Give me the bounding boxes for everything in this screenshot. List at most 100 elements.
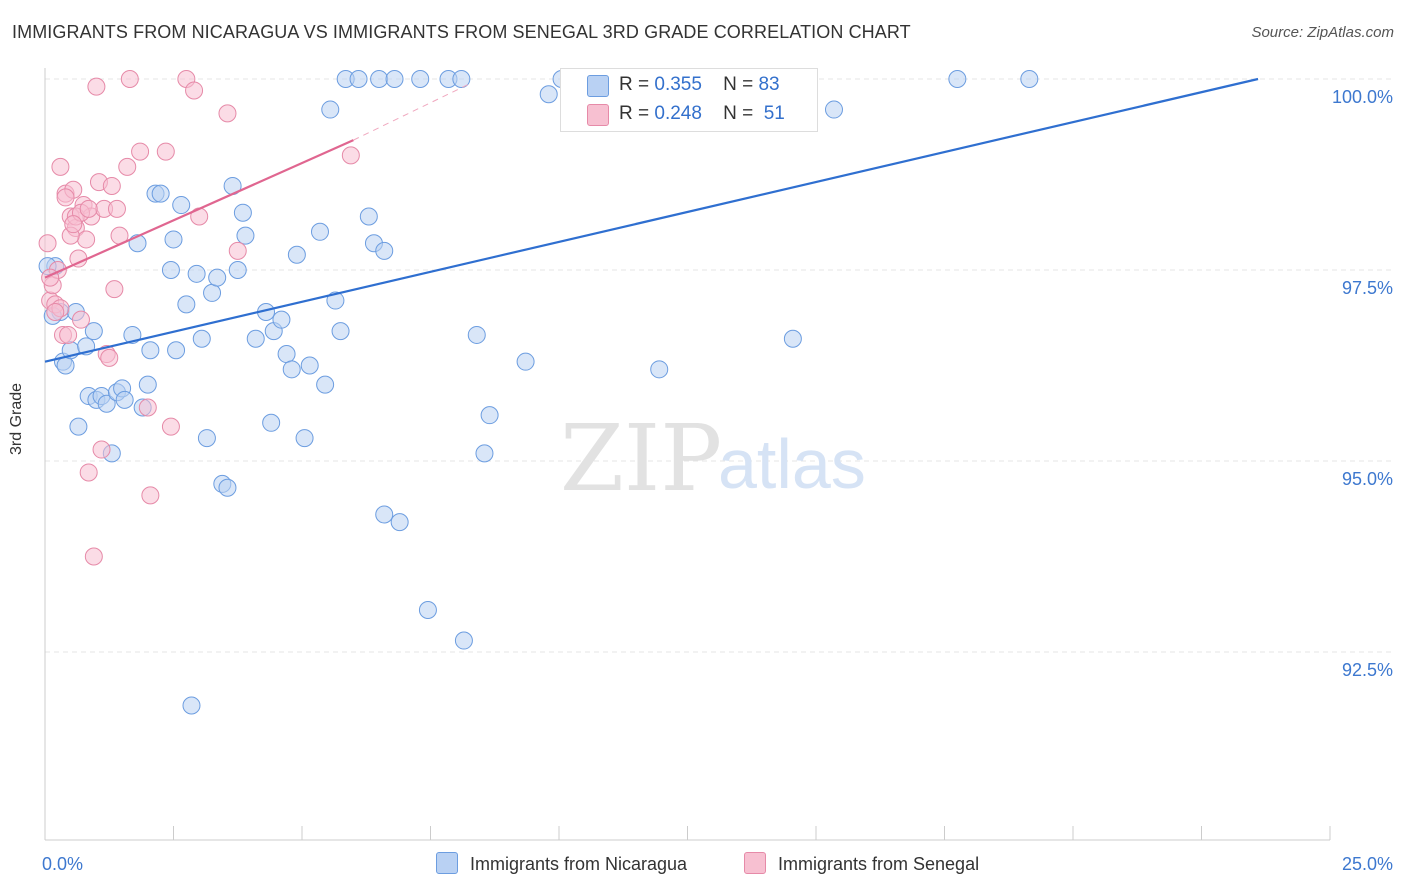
point-nicaragua [177, 295, 196, 314]
point-nicaragua [138, 375, 157, 394]
point-senegal [84, 547, 103, 566]
bottom-legend-nicaragua-label: Immigrants from Nicaragua [470, 854, 688, 874]
point-nicaragua [115, 390, 134, 409]
point-nicaragua [475, 444, 494, 463]
point-nicaragua [164, 230, 183, 249]
bottom-swatch-senegal [744, 852, 766, 874]
point-nicaragua [321, 100, 340, 119]
point-senegal [185, 81, 204, 100]
point-nicaragua [56, 356, 75, 375]
point-senegal [56, 188, 75, 207]
point-senegal [59, 325, 78, 344]
point-nicaragua [167, 341, 186, 360]
point-senegal [120, 70, 139, 88]
point-nicaragua [375, 505, 394, 524]
point-nicaragua [197, 429, 216, 448]
point-nicaragua [295, 429, 314, 448]
point-nicaragua [141, 341, 160, 360]
point-senegal [161, 417, 180, 436]
point-nicaragua [824, 100, 843, 119]
point-nicaragua [316, 375, 335, 394]
point-nicaragua [151, 184, 170, 203]
point-senegal [141, 486, 160, 505]
legend-swatch-nicaragua [587, 75, 609, 97]
point-nicaragua [452, 70, 471, 88]
point-nicaragua [326, 291, 345, 310]
point-nicaragua [310, 222, 329, 241]
bottom-swatch-nicaragua [436, 852, 458, 874]
point-senegal [51, 157, 70, 176]
point-senegal [341, 146, 360, 165]
watermark-zip: ZIP [560, 405, 722, 512]
point-senegal [46, 303, 65, 322]
point-nicaragua [454, 631, 473, 650]
point-senegal [38, 234, 57, 253]
x-tick-label: 25.0% [1342, 854, 1393, 874]
point-nicaragua [84, 322, 103, 341]
y-tick-label: 97.5% [1342, 278, 1393, 298]
legend-swatch-senegal [587, 104, 609, 126]
point-nicaragua [948, 70, 967, 88]
watermark: ZIP atlas [560, 405, 866, 512]
legend-n-label: N = [723, 74, 754, 95]
legend-r-label: R = [619, 103, 650, 124]
y-axis-label: 3rd Grade [8, 382, 25, 455]
point-nicaragua [516, 352, 535, 371]
axes [44, 68, 1331, 841]
point-nicaragua [262, 413, 281, 432]
point-nicaragua [123, 325, 142, 344]
point-senegal [156, 142, 175, 161]
trend-line-nicaragua [44, 77, 1259, 363]
point-senegal [92, 440, 111, 459]
point-nicaragua [390, 513, 409, 532]
point-nicaragua [300, 356, 319, 375]
point-nicaragua [1020, 70, 1039, 88]
point-nicaragua [331, 322, 350, 341]
point-nicaragua [172, 196, 191, 215]
y-tick-label: 100.0% [1332, 87, 1393, 107]
legend-r-nicaragua: 0.355 [654, 74, 702, 95]
point-nicaragua [272, 310, 291, 329]
trend-lines [44, 77, 1259, 363]
data-points [38, 70, 1039, 715]
point-nicaragua [282, 360, 301, 379]
point-senegal [118, 157, 137, 176]
point-nicaragua [359, 207, 378, 226]
legend-n-nicaragua: 83 [758, 74, 780, 95]
point-senegal [100, 348, 119, 367]
point-senegal [64, 215, 83, 234]
point-senegal [107, 199, 126, 218]
point-senegal [228, 241, 247, 260]
grid-lines [45, 78, 1395, 653]
point-nicaragua [246, 329, 265, 348]
bottom-legend-senegal: Immigrants from Senegal [744, 852, 979, 875]
point-nicaragua [97, 394, 116, 413]
legend-n-senegal: 51 [763, 103, 785, 124]
point-nicaragua [192, 329, 211, 348]
point-nicaragua [208, 268, 227, 287]
point-senegal [79, 199, 98, 218]
point-nicaragua [418, 600, 437, 619]
point-nicaragua [187, 264, 206, 283]
point-nicaragua [375, 241, 394, 260]
source-label: Source: ZipAtlas.com [1251, 24, 1394, 41]
point-nicaragua [287, 245, 306, 264]
point-senegal [79, 463, 98, 482]
point-nicaragua [349, 70, 368, 88]
point-nicaragua [69, 417, 88, 436]
point-nicaragua [233, 203, 252, 222]
watermark-atlas: atlas [718, 425, 866, 503]
point-nicaragua [411, 70, 430, 88]
chart-title: IMMIGRANTS FROM NICARAGUA VS IMMIGRANTS … [12, 22, 911, 42]
y-tick-label: 95.0% [1342, 469, 1393, 489]
point-nicaragua [370, 70, 389, 88]
point-nicaragua [467, 325, 486, 344]
point-senegal [87, 77, 106, 96]
point-senegal [105, 280, 124, 299]
legend-n-label: N = [723, 103, 754, 124]
point-nicaragua [218, 478, 237, 497]
point-senegal [131, 142, 150, 161]
point-nicaragua [203, 283, 222, 302]
bottom-legend-nicaragua: Immigrants from Nicaragua [436, 852, 687, 875]
